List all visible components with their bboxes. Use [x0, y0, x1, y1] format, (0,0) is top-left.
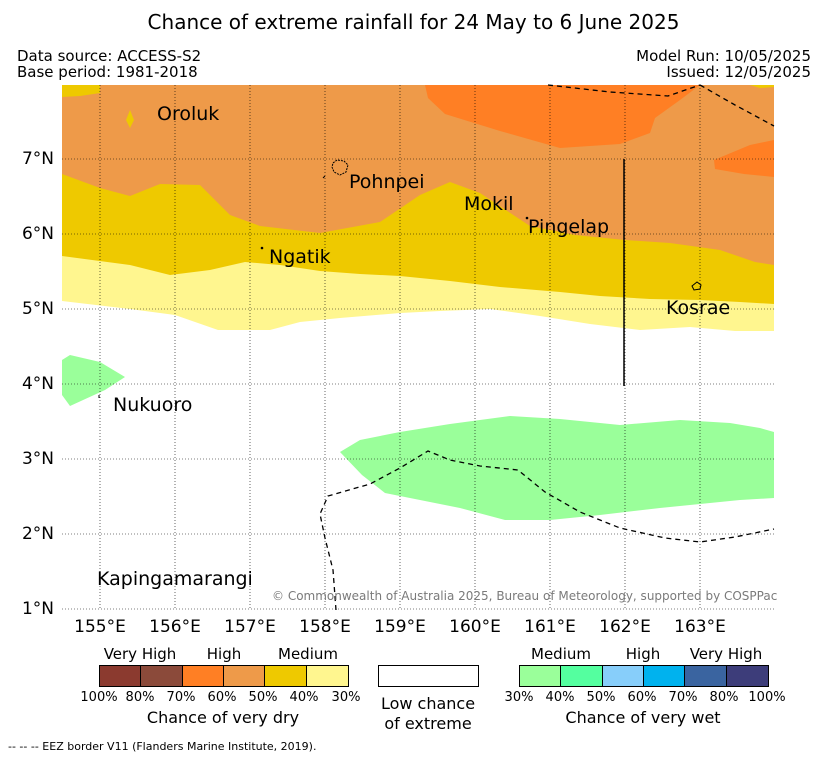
wet-pct-0: 30%	[504, 690, 534, 705]
lon-tick-157e: 157°E	[224, 617, 276, 637]
low-chance-line1: Low chance	[380, 694, 476, 713]
wet-pct-4: 70%	[668, 690, 698, 705]
dry-header-medium: Medium	[278, 645, 338, 663]
base-period: Base period: 1981-2018	[17, 63, 198, 81]
wet-pct-2: 50%	[586, 690, 616, 705]
eez-border	[319, 84, 775, 611]
lat-tick-1n: 1°N	[21, 599, 54, 619]
dry-header-high: High	[206, 645, 242, 663]
wet-30-patch-south	[340, 416, 774, 520]
lat-tick-2n: 2°N	[21, 524, 54, 544]
pohnpei-outline	[331, 159, 349, 176]
wet-swatch-80	[726, 666, 769, 686]
dry-swatch-70	[182, 666, 225, 686]
low-chance-line2: of extreme	[384, 714, 472, 733]
dry-60-patch-east	[714, 140, 774, 177]
ngatik-dot	[260, 246, 264, 250]
place-nukuoro: Nukuoro	[113, 394, 193, 416]
wet-colorbar	[519, 665, 769, 687]
dry-swatch-60	[224, 666, 266, 686]
oroluk-marker	[126, 110, 134, 128]
wet-header-very-high: Very High	[689, 645, 763, 663]
wet-swatch-70	[685, 666, 727, 686]
place-ngatik: Ngatik	[269, 246, 331, 268]
copyright-notice: © Commonwealth of Australia 2025, Bureau…	[272, 589, 778, 603]
place-kapingamarangi: Kapingamarangi	[97, 568, 253, 590]
wet-pct-5: 80%	[709, 690, 739, 705]
place-mokil: Mokil	[464, 193, 514, 215]
lat-tick-5n: 5°N	[21, 299, 54, 319]
dry-pct-2: 70%	[166, 690, 196, 705]
wet-caption: Chance of very wet	[565, 708, 721, 727]
kosrae-outline	[691, 281, 702, 291]
dry-pct-6: 30%	[331, 690, 361, 705]
wet-pct-3: 60%	[627, 690, 657, 705]
issued-date: Issued: 12/05/2025	[666, 63, 811, 81]
pohnpei-islet	[322, 175, 326, 179]
map-title: Chance of extreme rainfall for 24 May to…	[147, 10, 680, 34]
dry-40-patch-north	[62, 85, 100, 97]
dry-swatch-50	[265, 666, 307, 686]
wet-header-medium: Medium	[531, 645, 591, 663]
low-chance-swatch	[378, 665, 479, 687]
lon-tick-163e: 163°E	[674, 617, 726, 637]
dry-40-patch-ne	[750, 85, 774, 88]
eez-footnote: -- -- -- EEZ border V11 (Flanders Marine…	[8, 740, 317, 753]
lon-tick-156e: 156°E	[149, 617, 201, 637]
place-pingelap: Pingelap	[528, 216, 610, 238]
lon-tick-155e: 155°E	[74, 617, 126, 637]
wet-swatch-30	[520, 666, 562, 686]
dry-pct-3: 60%	[207, 690, 237, 705]
dry-swatch-80	[141, 666, 183, 686]
grid-lines	[62, 85, 774, 610]
wet-header-high: High	[625, 645, 661, 663]
dry-colorbar	[99, 665, 349, 687]
wet-swatch-60	[644, 666, 686, 686]
dry-caption: Chance of very dry	[146, 708, 300, 727]
mokil-dot	[525, 216, 529, 220]
lat-tick-7n: 7°N	[21, 149, 54, 169]
dry-pct-4: 50%	[248, 690, 278, 705]
dry-60-patch-north	[425, 85, 700, 148]
lon-tick-158e: 158°E	[299, 617, 351, 637]
dry-pct-1: 80%	[125, 690, 155, 705]
place-kosrae: Kosrae	[666, 297, 731, 319]
place-oroluk: Oroluk	[157, 103, 220, 125]
island-outlines	[98, 159, 702, 398]
dry-swatch-40	[306, 666, 349, 686]
lat-tick-3n: 3°N	[21, 449, 54, 469]
lon-tick-162e: 162°E	[599, 617, 651, 637]
lat-tick-4n: 4°N	[21, 374, 54, 394]
dry-pct-5: 40%	[289, 690, 319, 705]
lat-tick-6n: 6°N	[21, 224, 54, 244]
wet-30-patch-west	[62, 355, 125, 406]
wet-pct-6: 100%	[748, 690, 786, 705]
model-run: Model Run: 10/05/2025	[636, 47, 811, 65]
dry-pct-0: 100%	[80, 690, 118, 705]
lon-tick-161e: 161°E	[524, 617, 576, 637]
wet-pct-1: 40%	[545, 690, 575, 705]
lon-tick-160e: 160°E	[449, 617, 501, 637]
wet-swatch-50	[602, 666, 645, 686]
wet-swatch-40	[561, 666, 603, 686]
data-source: Data source: ACCESS-S2	[17, 47, 202, 65]
dry-swatch-100	[100, 666, 142, 686]
lon-tick-159e: 159°E	[374, 617, 426, 637]
dry-header-very-high: Very High	[103, 645, 177, 663]
place-pohnpei: Pohnpei	[349, 171, 425, 193]
